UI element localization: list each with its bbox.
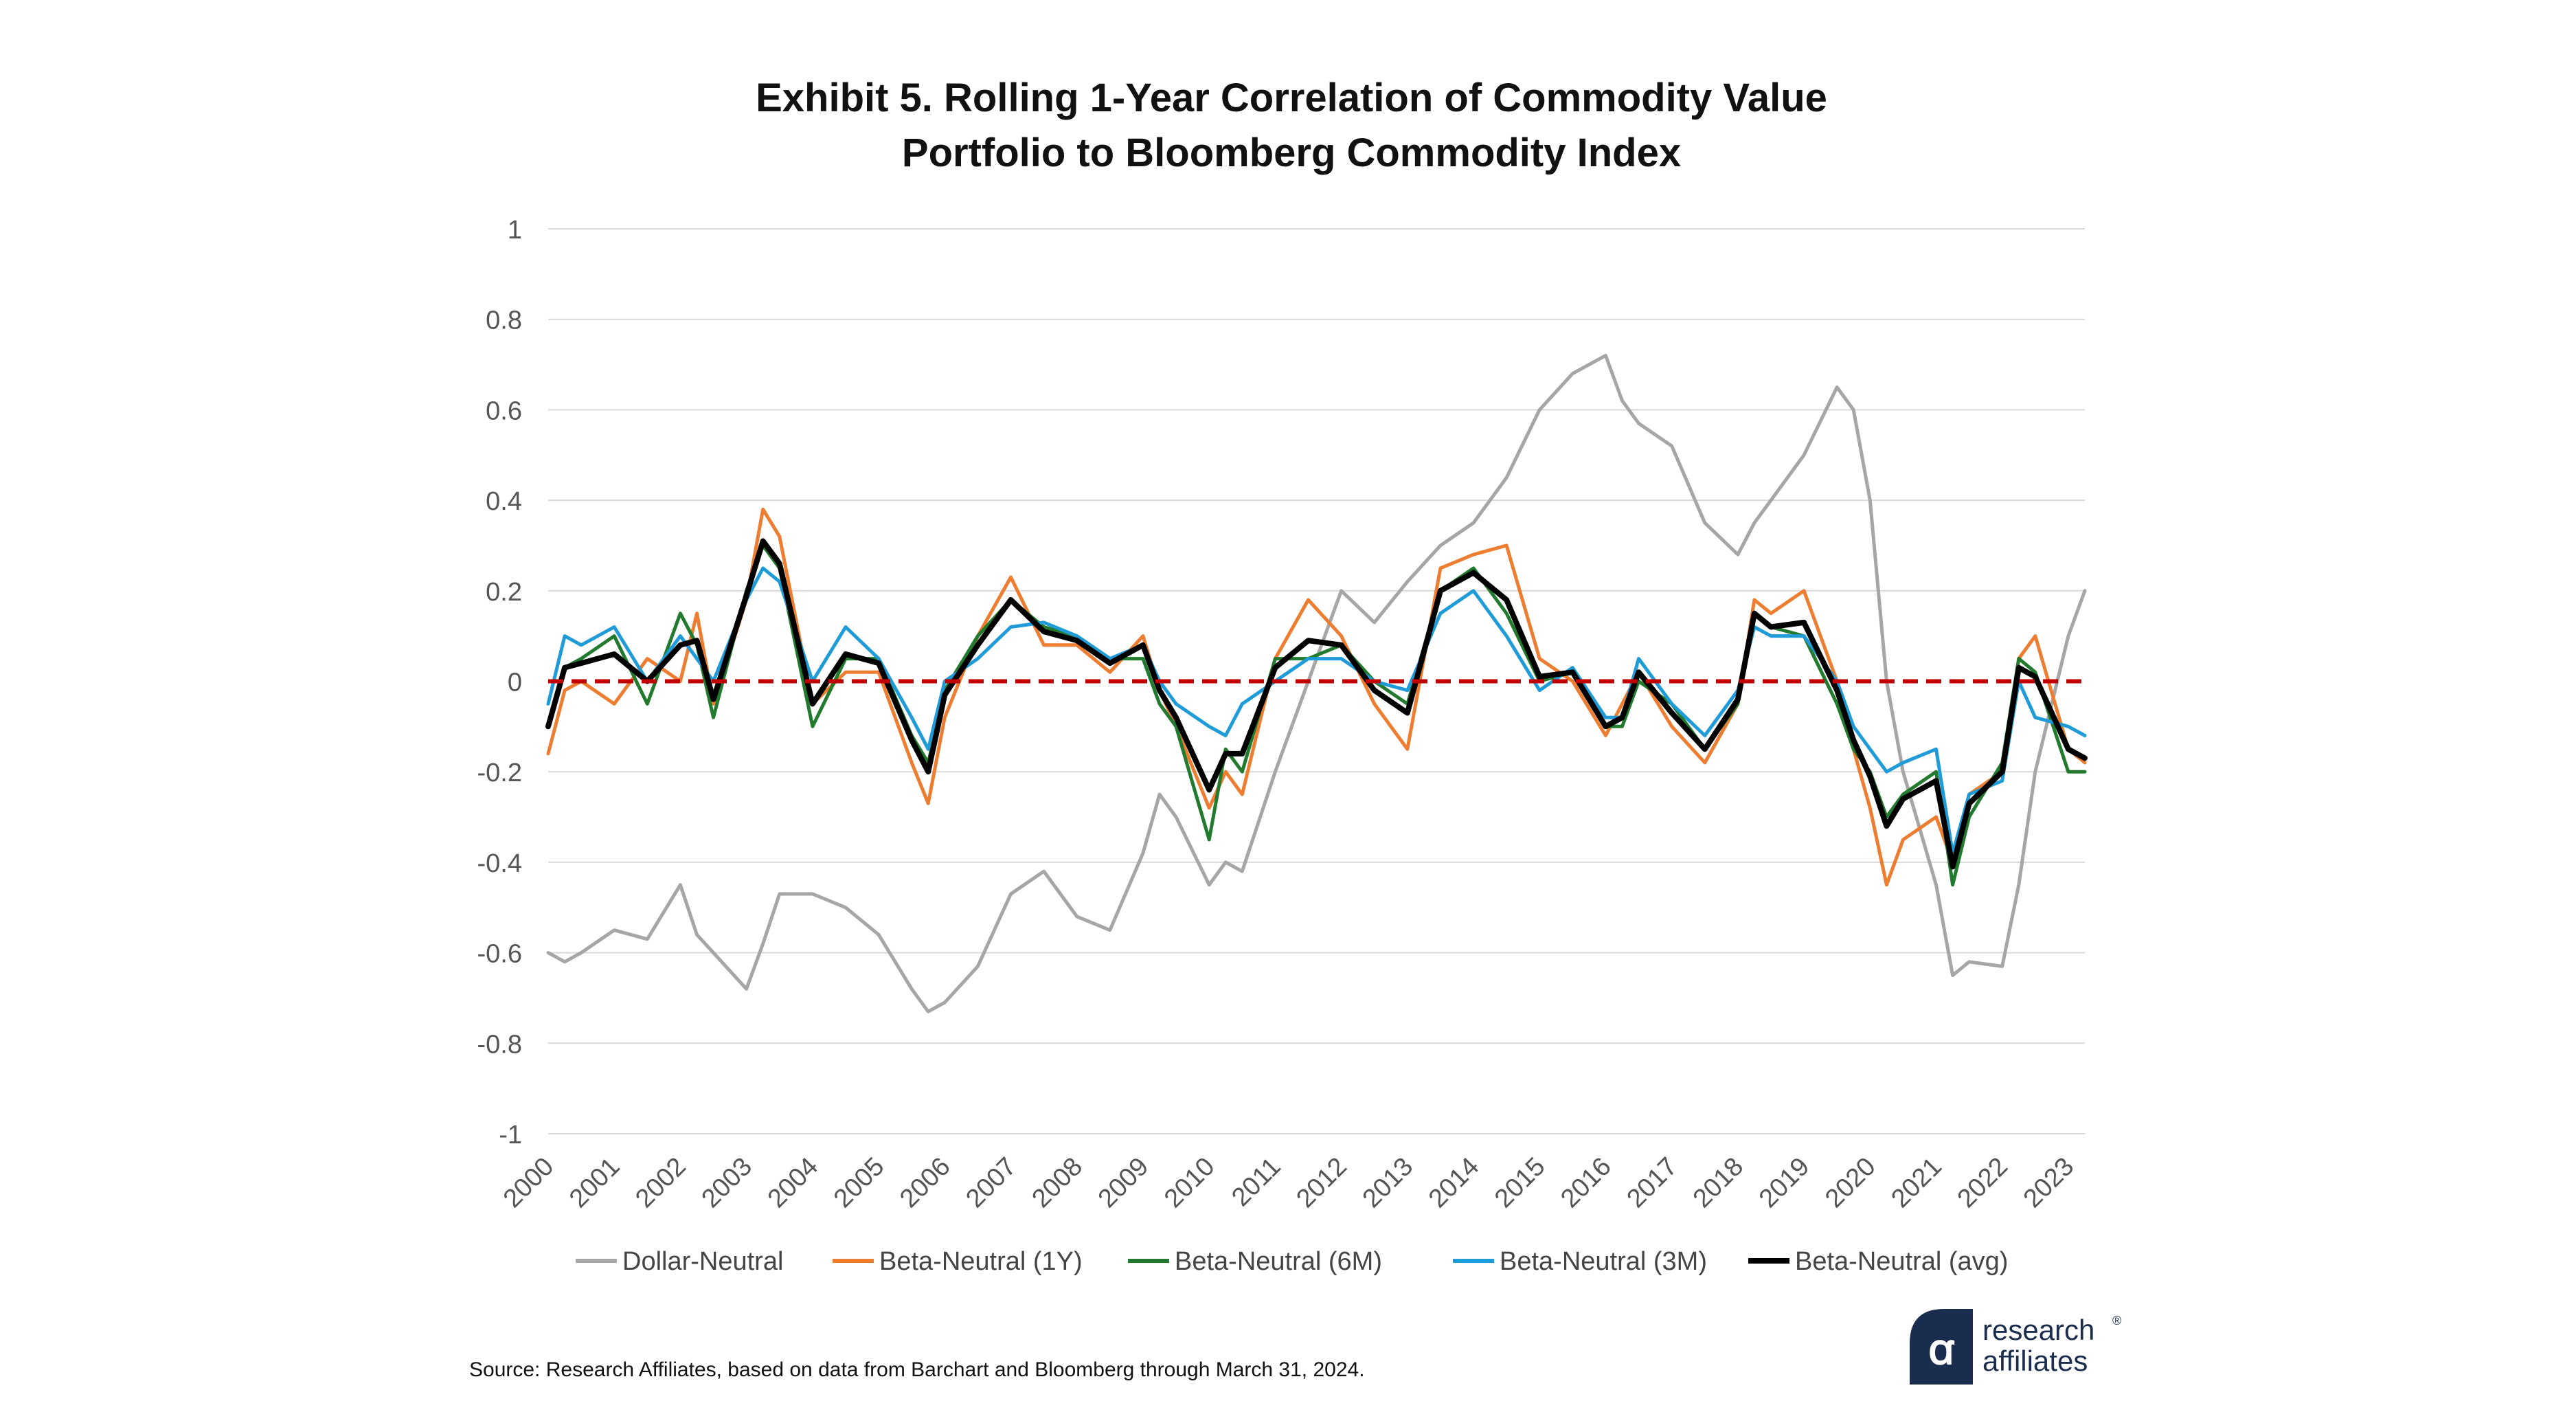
legend-label: Beta-Neutral (avg) bbox=[1795, 1247, 2008, 1276]
x-tick-label: 2007 bbox=[960, 1152, 1021, 1213]
y-tick-label: 1 bbox=[508, 216, 522, 245]
x-tick-label: 2009 bbox=[1093, 1152, 1154, 1213]
x-tick-label: 2001 bbox=[564, 1152, 625, 1213]
legend: Dollar-Neutral Beta-Neutral (1Y) Beta-Neut… bbox=[576, 1247, 2008, 1276]
y-tick-label: 0 bbox=[508, 669, 522, 697]
x-tick-label: 2021 bbox=[1886, 1152, 1947, 1213]
y-tick-label: 0.8 bbox=[486, 306, 522, 335]
y-tick-label: 0.2 bbox=[486, 578, 522, 607]
y-axis-ticks: 1 0.8 0.6 0.4 0.2 0 -0.2 -0.4 -0.6 -0.8 -1 bbox=[477, 216, 522, 1150]
series-line-dollar-neutral bbox=[546, 353, 2087, 1013]
x-tick-label: 2008 bbox=[1027, 1152, 1088, 1213]
x-tick-label: 2004 bbox=[762, 1152, 824, 1213]
x-tick-label: 2005 bbox=[828, 1152, 890, 1213]
logo-text-line-2: affiliates bbox=[1982, 1345, 2088, 1377]
logo-text-line-1: research bbox=[1982, 1314, 2094, 1346]
series-line-beta-neutral-1y bbox=[546, 507, 2087, 887]
series-line-beta-neutral-6m bbox=[546, 543, 2087, 887]
x-tick-label: 2023 bbox=[2018, 1152, 2079, 1213]
chart-title-line-2: Portfolio to Bloomberg Commodity Index bbox=[902, 131, 1681, 175]
x-axis-ticks: 2000 2001 2002 2003 2004 2005 2006 2007 2008 2009… bbox=[498, 1152, 2079, 1213]
legend-label: Beta-Neutral (3M) bbox=[1500, 1247, 1707, 1276]
series-line-beta-neutral-avg bbox=[545, 538, 2088, 870]
y-tick-label: -0.2 bbox=[477, 759, 522, 787]
legend-label: Beta-Neutral (1Y) bbox=[879, 1247, 1083, 1276]
x-tick-label: 2002 bbox=[630, 1152, 691, 1213]
x-tick-label: 2003 bbox=[697, 1152, 758, 1213]
x-tick-label: 2000 bbox=[498, 1152, 559, 1213]
y-tick-label: -0.8 bbox=[477, 1030, 522, 1059]
y-tick-label: 0.4 bbox=[486, 487, 522, 516]
x-tick-label: 2020 bbox=[1820, 1152, 1881, 1213]
legend-label: Dollar-Neutral bbox=[622, 1247, 783, 1276]
research-affiliates-logo: ꭤ research affiliates ® bbox=[1910, 1309, 2121, 1385]
gridlines bbox=[548, 228, 2085, 1134]
x-tick-label: 2015 bbox=[1489, 1152, 1550, 1213]
logo-registered-mark: ® bbox=[2112, 1314, 2121, 1327]
chart-title-line-1: Exhibit 5. Rolling 1-Year Correlation of… bbox=[756, 76, 1827, 120]
x-tick-label: 2006 bbox=[894, 1152, 956, 1213]
x-tick-label: 2012 bbox=[1291, 1152, 1352, 1213]
x-tick-label: 2010 bbox=[1159, 1152, 1220, 1213]
logo-glyph: ꭤ bbox=[1928, 1324, 1955, 1374]
x-tick-label: 2016 bbox=[1555, 1152, 1616, 1213]
series-lines bbox=[545, 353, 2088, 1013]
y-tick-label: -1 bbox=[499, 1121, 522, 1150]
legend-label: Beta-Neutral (6M) bbox=[1175, 1247, 1382, 1276]
x-tick-label: 2019 bbox=[1754, 1152, 1815, 1213]
logo-badge-shape bbox=[1910, 1309, 1973, 1385]
x-tick-label: 2022 bbox=[1952, 1152, 2013, 1213]
y-tick-label: -0.6 bbox=[477, 940, 522, 969]
y-tick-label: -0.4 bbox=[477, 849, 522, 878]
x-tick-label: 2011 bbox=[1226, 1152, 1286, 1212]
source-note: Source: Research Affiliates, based on da… bbox=[469, 1358, 1365, 1381]
x-tick-label: 2018 bbox=[1688, 1152, 1749, 1213]
x-tick-label: 2014 bbox=[1423, 1152, 1484, 1213]
x-tick-label: 2017 bbox=[1622, 1152, 1683, 1213]
series-line-beta-neutral-3m bbox=[546, 566, 2087, 855]
y-tick-label: 0.6 bbox=[486, 396, 522, 425]
x-tick-label: 2013 bbox=[1357, 1152, 1419, 1213]
